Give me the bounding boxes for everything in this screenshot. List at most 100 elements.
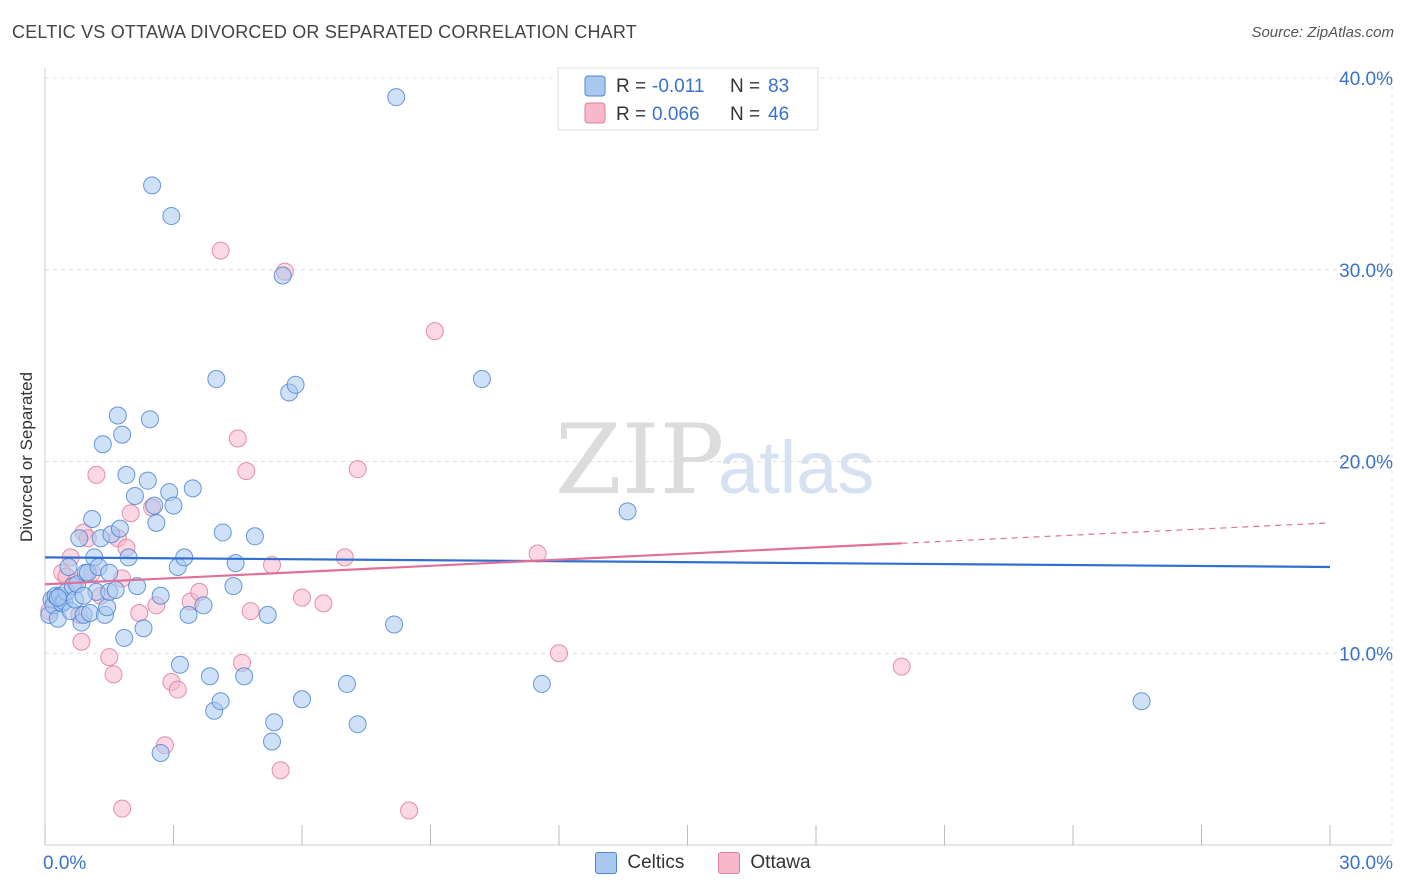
celtics-point	[59, 557, 78, 576]
watermark: ZIP atlas	[555, 404, 874, 516]
watermark-zip: ZIP	[555, 404, 724, 516]
y-tick-label: 10.0%	[1339, 644, 1393, 665]
celtics-point	[207, 370, 226, 389]
celtics-point	[226, 554, 245, 573]
celtics-point	[245, 527, 264, 546]
celtics-point	[98, 598, 117, 617]
celtics-point	[211, 692, 230, 711]
x-tick-label: 30.0%	[1339, 853, 1393, 874]
ottawa-point	[335, 548, 354, 567]
legend-swatch-ottawa	[584, 102, 606, 124]
ottawa-point	[237, 462, 256, 481]
celtics-point	[108, 406, 127, 425]
legend-r-label-celtics: R =	[616, 76, 646, 97]
celtics-point	[235, 667, 254, 686]
celtics-point	[143, 176, 162, 195]
celtics-point	[125, 487, 144, 506]
ottawa-point	[271, 761, 290, 780]
legend-swatch-celtics	[584, 75, 606, 97]
celtics-point	[265, 713, 284, 732]
celtics-point	[74, 586, 93, 605]
chart-title: CELTIC VS OTTAWA DIVORCED OR SEPARATED C…	[12, 22, 637, 42]
ottawa-point	[211, 241, 230, 260]
celtics-point	[106, 580, 125, 599]
trend-lines	[44, 522, 1331, 586]
y-tick-label: 40.0%	[1339, 69, 1393, 90]
bottom-legend-label-ottawa: Ottawa	[750, 852, 811, 873]
celtics-point	[293, 690, 311, 709]
celtics-point	[387, 88, 406, 107]
x-tick-label: 0.0%	[43, 853, 86, 874]
ottawa-trend-line	[44, 542, 902, 586]
ottawa-point	[293, 588, 311, 607]
celtics-points	[40, 88, 1151, 762]
ottawa-point	[241, 602, 260, 621]
bottom-legend-ottawa: Ottawa	[718, 852, 811, 874]
celtics-point	[183, 479, 202, 498]
ottawa-point	[130, 603, 149, 622]
celtics-point	[213, 523, 232, 542]
celtics-point	[151, 743, 170, 762]
legend-r-label-ottawa: R =	[616, 104, 646, 125]
celtics-point	[134, 619, 153, 638]
celtics-point	[138, 471, 157, 490]
celtics-point	[170, 655, 189, 674]
celtics-point	[83, 510, 102, 529]
celtics-point	[224, 577, 243, 596]
legend: R = -0.011 N = 83 R = 0.066 N = 46	[557, 67, 819, 131]
celtics-point	[110, 519, 129, 538]
celtics-point	[1132, 692, 1151, 711]
celtics-point	[472, 370, 491, 389]
bottom-legend-celtics: Celtics	[595, 852, 684, 874]
legend-n-value-celtics: 83	[768, 76, 789, 97]
ottawa-point	[400, 801, 419, 820]
ottawa-point	[113, 799, 132, 818]
celtics-point	[258, 605, 277, 624]
y-tick-label: 30.0%	[1339, 261, 1393, 282]
y-tick-label: 20.0%	[1339, 453, 1393, 474]
ottawa-point	[168, 680, 187, 699]
ottawa-point	[72, 632, 91, 651]
bottom-legend-label-celtics: Celtics	[627, 852, 685, 873]
celtics-point	[128, 577, 147, 596]
ottawa-point	[892, 657, 911, 676]
legend-n-value-ottawa: 46	[768, 104, 789, 125]
celtics-point	[286, 375, 305, 394]
axes	[44, 68, 1392, 846]
bottom-legend: Celtics Ottawa	[0, 852, 1406, 874]
celtics-point	[115, 628, 134, 647]
celtics-point	[100, 563, 119, 582]
celtics-point	[618, 502, 637, 521]
ottawa-trend-extension	[901, 522, 1331, 544]
ottawa-point	[425, 322, 444, 341]
legend-n-label-celtics: N =	[730, 76, 760, 97]
ottawa-point	[121, 504, 140, 523]
celtics-point	[80, 603, 99, 622]
celtics-point	[117, 465, 136, 484]
bottom-legend-swatch-celtics	[595, 852, 618, 874]
celtics-point	[164, 496, 183, 515]
celtics-point	[385, 615, 404, 634]
celtics-point	[348, 715, 367, 734]
ottawa-point	[550, 644, 568, 663]
ottawa-point	[228, 429, 247, 448]
celtics-point	[151, 586, 170, 605]
ottawa-points	[40, 241, 911, 820]
bottom-legend-swatch-ottawa	[718, 852, 741, 874]
celtics-point	[194, 596, 213, 615]
tick-labels: 10.0% 20.0% 30.0% 40.0% 0.0% 30.0%	[43, 69, 1393, 874]
ottawa-point	[100, 648, 119, 667]
celtics-point	[200, 667, 219, 686]
watermark-atlas: atlas	[718, 426, 874, 509]
legend-n-label-ottawa: N =	[730, 104, 760, 125]
ottawa-point	[104, 665, 123, 684]
source-label: Source: ZipAtlas.com	[1251, 24, 1394, 41]
celtics-point	[532, 674, 551, 693]
ottawa-point	[87, 465, 106, 484]
celtics-point	[147, 513, 166, 532]
ottawa-point	[348, 460, 367, 479]
celtics-point	[263, 732, 282, 751]
celtics-trend-line	[44, 556, 1331, 569]
celtics-point	[179, 605, 198, 624]
celtics-point	[162, 207, 181, 226]
